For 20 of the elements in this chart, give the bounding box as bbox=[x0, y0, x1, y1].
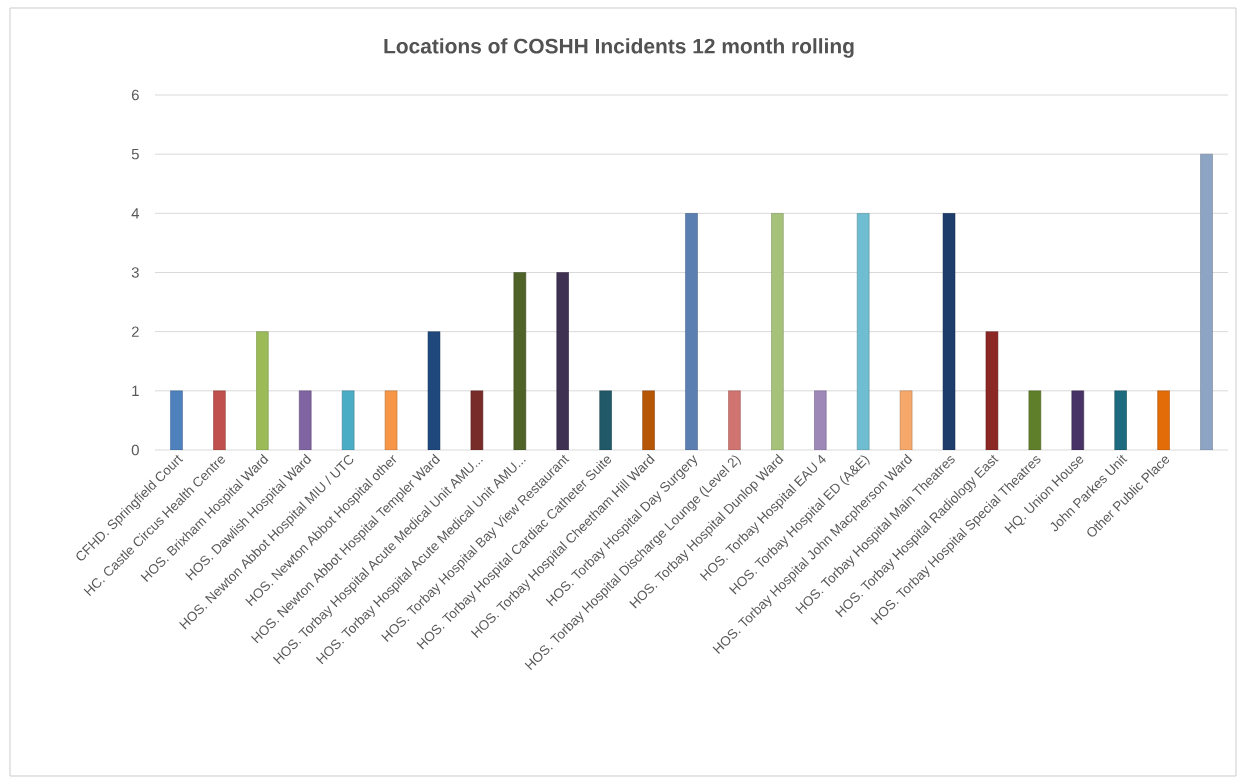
y-tick-label: 5 bbox=[131, 148, 139, 160]
y-tick-label: 3 bbox=[131, 267, 139, 278]
y-tick-label: 2 bbox=[131, 326, 139, 337]
y-tick-label: 0 bbox=[131, 444, 139, 456]
y-tick-label: 6 bbox=[131, 89, 139, 101]
bar bbox=[728, 390, 741, 450]
bar bbox=[1157, 390, 1170, 450]
bar bbox=[814, 390, 827, 450]
y-tick-label: 1 bbox=[132, 385, 139, 396]
y-tick-label: 4 bbox=[131, 208, 140, 219]
bar bbox=[556, 272, 569, 450]
bar bbox=[685, 213, 698, 450]
bar bbox=[599, 390, 612, 450]
bar bbox=[1114, 390, 1127, 450]
chart-title: Locations of COSHH Incidents 12 month rolling bbox=[384, 38, 854, 58]
bar bbox=[642, 390, 655, 450]
bar bbox=[771, 213, 784, 450]
bar bbox=[256, 331, 269, 450]
bar bbox=[170, 390, 183, 450]
bar bbox=[213, 390, 226, 450]
